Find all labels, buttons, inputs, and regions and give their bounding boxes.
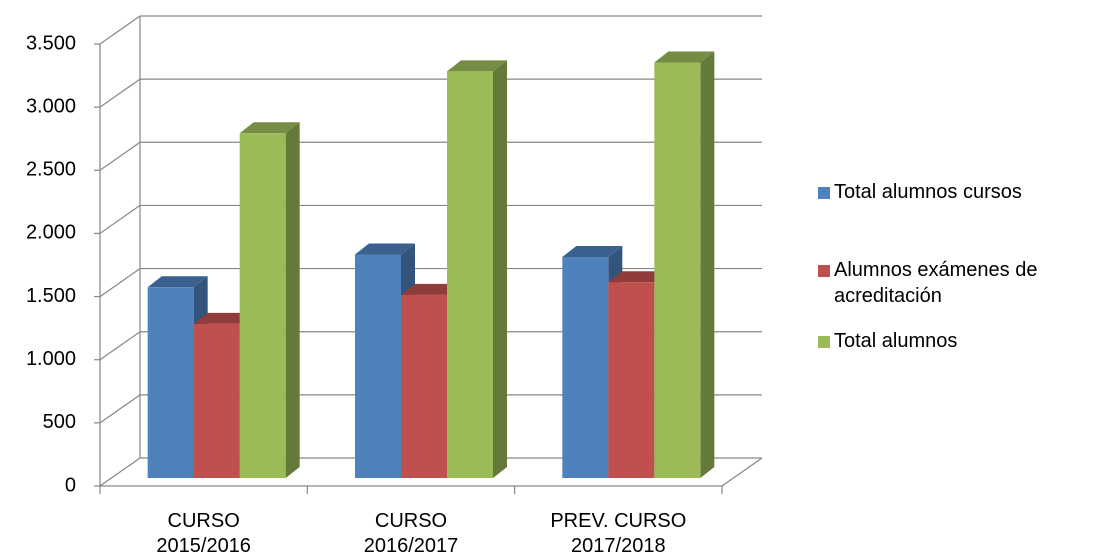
legend-label: Total alumnos cursos bbox=[834, 181, 1022, 203]
bar bbox=[562, 257, 609, 478]
bar-top bbox=[562, 246, 623, 257]
y-tick-label: 3.000 bbox=[26, 95, 76, 117]
bar bbox=[654, 62, 701, 479]
legend-swatch bbox=[818, 336, 830, 348]
y-tick-label: 500 bbox=[43, 411, 76, 433]
bar bbox=[447, 71, 493, 479]
bar bbox=[147, 287, 194, 478]
legend-swatch bbox=[818, 265, 830, 277]
bar bbox=[608, 282, 655, 478]
bar-side bbox=[700, 51, 715, 479]
bar-top bbox=[193, 312, 254, 324]
legend-label: Total alumnos bbox=[834, 330, 957, 352]
bar-top bbox=[608, 271, 669, 283]
bar-top bbox=[147, 276, 208, 288]
grid-line bbox=[99, 394, 141, 424]
y-tick-label: 2.500 bbox=[26, 159, 76, 181]
bar bbox=[401, 294, 447, 478]
bar bbox=[239, 133, 286, 479]
bar bbox=[193, 323, 240, 478]
legend-swatch bbox=[818, 187, 830, 199]
x-tick-label: CURSO 2016/2017 bbox=[364, 510, 459, 557]
grid-line bbox=[99, 268, 141, 298]
grid-line bbox=[99, 15, 141, 45]
floor-edge bbox=[721, 457, 763, 487]
bar-top bbox=[447, 60, 507, 72]
grid-line bbox=[99, 457, 141, 487]
y-tick-label: 3.500 bbox=[26, 32, 76, 54]
y-tick-label: 1.500 bbox=[26, 285, 76, 307]
bar-side bbox=[285, 122, 300, 479]
bar-top bbox=[239, 122, 300, 134]
bar bbox=[355, 254, 401, 478]
grid-line bbox=[99, 78, 141, 108]
bar-top bbox=[654, 51, 715, 63]
bar-top bbox=[355, 243, 415, 255]
bar-side bbox=[493, 60, 507, 479]
y-tick-label: 0 bbox=[65, 474, 76, 496]
grid-line bbox=[99, 204, 141, 234]
x-tick-label: PREV. CURSO 2017/2018 bbox=[550, 510, 686, 557]
grid-line bbox=[99, 331, 141, 361]
x-tick-label: CURSO 2015/2016 bbox=[156, 510, 251, 557]
grid-line bbox=[99, 141, 141, 171]
y-tick-label: 1.000 bbox=[26, 348, 76, 370]
y-tick-label: 2.000 bbox=[26, 222, 76, 244]
bar-top bbox=[401, 283, 461, 295]
legend-label: Alumnos exámenes de acreditación bbox=[834, 259, 1037, 307]
